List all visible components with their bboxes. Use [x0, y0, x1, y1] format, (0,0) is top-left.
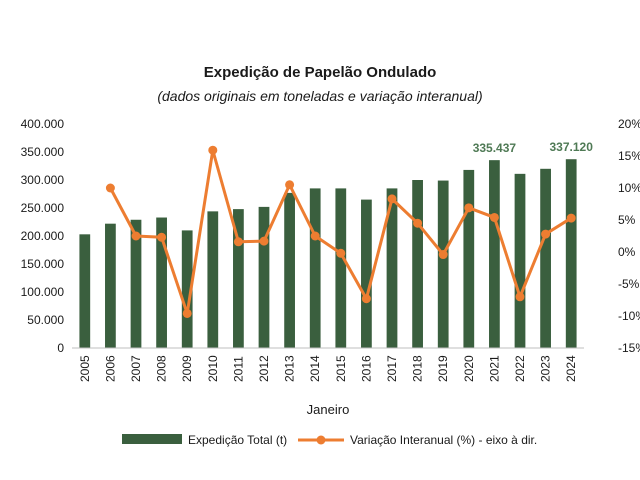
line-point	[182, 308, 192, 318]
right-axis-tick-label: -10%	[618, 309, 640, 323]
bar	[309, 188, 321, 348]
right-axis-tick-label: -15%	[618, 341, 640, 355]
left-axis-tick-label: 400.000	[21, 117, 65, 131]
line-point	[387, 194, 397, 204]
x-axis-tick-label: 2008	[155, 355, 169, 382]
legend-bar-swatch	[122, 434, 182, 444]
x-axis-tick-label: 2017	[385, 355, 399, 382]
bar	[335, 188, 347, 348]
bar	[463, 169, 475, 348]
bar	[284, 192, 295, 348]
line-point	[131, 231, 141, 241]
bar-data-label: 337.120	[550, 140, 594, 154]
x-axis-tick-label: 2024	[564, 355, 578, 382]
bar	[386, 188, 398, 348]
right-axis-tick-label: -5%	[618, 277, 640, 291]
line-point	[105, 183, 115, 193]
line-point	[464, 203, 474, 213]
left-axis-tick-label: 300.000	[21, 173, 65, 187]
right-axis-tick-label: 15%	[618, 149, 640, 163]
left-axis-tick-label: 200.000	[21, 229, 65, 243]
left-axis-tick-label: 150.000	[21, 257, 65, 271]
x-axis-tick-label: 2013	[283, 355, 297, 382]
x-axis-tick-label: 2020	[462, 355, 476, 382]
left-axis-tick-label: 350.000	[21, 145, 65, 159]
bar	[233, 209, 244, 348]
x-axis-tick-label: 2005	[78, 355, 92, 382]
bar	[361, 199, 372, 348]
line-point	[259, 236, 269, 246]
bar	[489, 160, 500, 348]
line-point	[438, 250, 448, 260]
bar	[514, 173, 526, 348]
line-point	[541, 229, 551, 239]
x-axis-tick-label: 2023	[539, 355, 553, 382]
x-axis-tick-label: 2009	[180, 355, 194, 382]
x-axis-tick-label: 2016	[359, 355, 373, 382]
x-axis-tick-label: 2015	[334, 355, 348, 382]
right-axis-tick-label: 10%	[618, 181, 640, 195]
x-axis-tick-label: 2010	[206, 355, 220, 382]
bar	[156, 217, 167, 348]
left-axis-tick-label: 50.000	[27, 313, 64, 327]
x-axis-tick-label: 2018	[411, 355, 425, 382]
right-axis-tick-label: 20%	[618, 117, 640, 131]
bar	[258, 206, 270, 348]
line-point	[413, 218, 423, 228]
line-point	[489, 212, 499, 222]
right-axis-tick-label: 5%	[618, 213, 636, 227]
bar	[540, 168, 551, 348]
line-point	[233, 237, 243, 247]
bar-data-label: 335.437	[473, 141, 517, 155]
legend-line-label: Variação Interanual (%) - eixo à dir.	[350, 433, 537, 447]
line-point	[361, 294, 371, 304]
bar	[105, 223, 116, 348]
bar	[181, 230, 193, 348]
bar	[412, 180, 423, 348]
chart-title: Expedição de Papelão Ondulado	[203, 64, 437, 81]
x-axis-tick-label: 2022	[513, 355, 527, 382]
line-point	[336, 248, 346, 258]
x-axis-tick-label: 2012	[257, 355, 271, 382]
bar	[207, 211, 219, 348]
bar	[565, 159, 577, 348]
line-point	[310, 231, 320, 241]
left-axis-tick-label: 250.000	[21, 201, 65, 215]
line-point	[285, 180, 295, 190]
x-axis-title: Janeiro	[307, 402, 350, 417]
line-point	[208, 145, 218, 155]
x-axis-tick-label: 2014	[308, 355, 322, 382]
legend-line-marker	[316, 435, 326, 445]
x-axis-tick-label: 2021	[487, 355, 501, 382]
right-axis-tick-label: 0%	[618, 245, 636, 259]
x-axis-tick-label: 2011	[231, 356, 245, 382]
line-point	[515, 292, 525, 302]
bar	[437, 180, 449, 348]
line-point	[157, 232, 167, 242]
legend-bar-label: Expedição Total (t)	[188, 433, 287, 447]
chart-subtitle: (dados originais em toneladas e variação…	[157, 88, 483, 104]
left-axis-tick-label: 100.000	[21, 285, 65, 299]
x-axis-tick-label: 2007	[129, 355, 143, 382]
bar	[79, 234, 91, 348]
x-axis-tick-label: 2006	[103, 355, 117, 382]
x-axis-tick-label: 2019	[436, 355, 450, 382]
bar	[130, 219, 142, 348]
left-axis-tick-label: 0	[57, 341, 64, 355]
line-point	[566, 213, 576, 223]
